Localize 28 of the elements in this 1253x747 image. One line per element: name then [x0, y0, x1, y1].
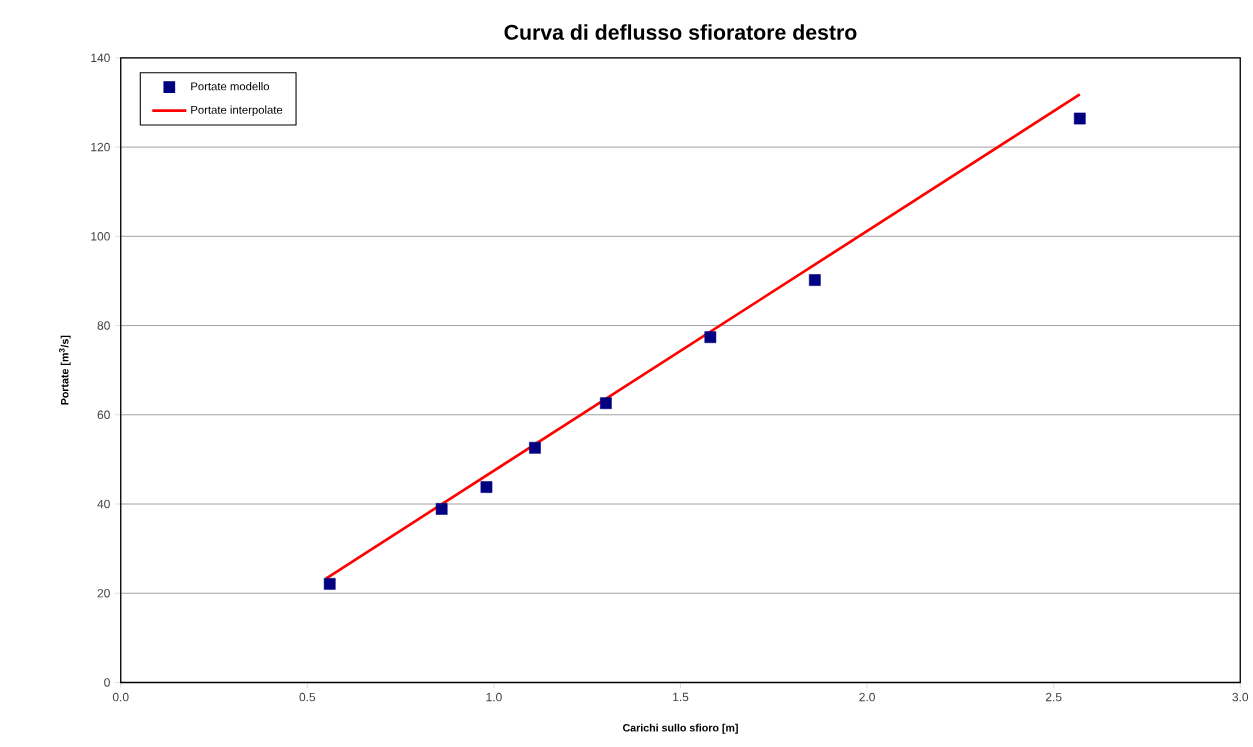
- x-tick-label: 1.0: [486, 692, 502, 702]
- point: [480, 481, 493, 493]
- x-tick-label: 1.5: [673, 692, 689, 702]
- y-tick-label: 40: [97, 499, 110, 509]
- y-tick-label: 20: [97, 588, 110, 598]
- x-tick-label: 0.5: [299, 692, 316, 702]
- y-tick-label: 100: [91, 231, 110, 241]
- x-tick-label: 0.0: [112, 692, 129, 702]
- point: [529, 441, 541, 454]
- point: [600, 397, 612, 409]
- x-tick-label: 3.0: [1232, 692, 1249, 702]
- x-axis-title: Carichi sullo sfioro [m]: [622, 723, 738, 734]
- y-tick-label: 120: [91, 142, 110, 152]
- chart-title: Curva di deflusso sfioratore destro: [504, 24, 857, 40]
- y-tick-label: 0: [104, 678, 110, 687]
- x-tick-label: 2.5: [1045, 692, 1062, 702]
- y-tick-label: 140: [91, 53, 110, 62]
- point: [1073, 112, 1086, 125]
- y-tick-label: 80: [97, 321, 110, 330]
- y-axis-title: Portate [m$^{3}$/s]: [59, 335, 71, 405]
- point: [808, 274, 821, 286]
- y-tick-label: 60: [97, 410, 110, 419]
- point: [435, 502, 448, 515]
- legend-label: Portate modello: [191, 81, 270, 91]
- point: [323, 577, 336, 590]
- legend-label: Portate interpolate: [191, 105, 283, 116]
- point: [704, 331, 717, 343]
- x-tick-label: 2.0: [859, 692, 875, 702]
